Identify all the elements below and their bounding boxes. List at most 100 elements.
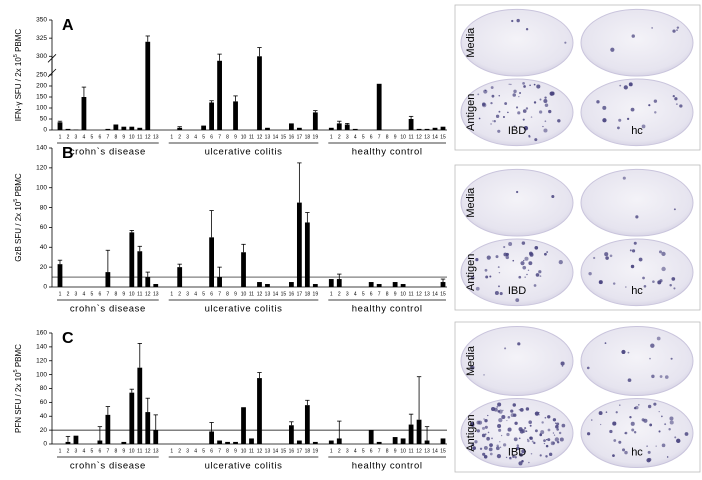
x-tick-label: 15 <box>440 448 446 454</box>
well-row-label: Antigen <box>465 254 477 291</box>
group-label: ulcerative colitis <box>205 304 283 315</box>
spot <box>539 454 542 457</box>
spot <box>544 120 547 123</box>
spot <box>477 93 480 96</box>
group-label: ulcerative colitis <box>205 461 283 472</box>
spot <box>505 252 509 257</box>
spot <box>544 252 547 256</box>
spot <box>483 455 488 459</box>
spot <box>516 18 520 23</box>
spot <box>491 94 495 98</box>
spot <box>515 190 519 194</box>
spot <box>534 138 538 142</box>
y-label-sup: 5 <box>13 199 19 202</box>
bar <box>432 127 438 130</box>
spot <box>486 255 491 260</box>
spot <box>612 454 615 458</box>
bar <box>233 101 238 130</box>
x-tick-label: 1 <box>59 134 62 140</box>
x-tick-label: 14 <box>432 134 438 140</box>
spot <box>605 411 608 413</box>
x-tick-label: 9 <box>234 134 237 140</box>
y-axis-label: GzB SFU / 2x 105 PBMC <box>13 173 23 262</box>
spot <box>476 420 481 425</box>
x-tick-label: 14 <box>432 291 438 297</box>
spot <box>557 119 561 123</box>
bar <box>137 127 143 130</box>
spot <box>505 456 508 459</box>
spot <box>630 107 635 112</box>
y-tick-label: 100 <box>36 371 47 378</box>
spot <box>487 431 490 434</box>
spot <box>630 264 635 269</box>
spot <box>472 432 475 435</box>
spot <box>514 421 518 425</box>
spot <box>489 443 493 447</box>
spot <box>498 428 502 432</box>
bar <box>233 441 238 444</box>
x-tick-label: 12 <box>257 134 263 140</box>
x-tick-label: 6 <box>370 134 373 140</box>
spot <box>525 430 528 432</box>
spot <box>524 256 529 261</box>
spot <box>531 440 534 443</box>
y-tick-label: 40 <box>40 244 48 251</box>
x-tick-label: 9 <box>394 134 397 140</box>
spot <box>619 84 622 87</box>
spot <box>654 111 657 114</box>
well <box>580 168 694 237</box>
spot <box>661 266 666 272</box>
bar <box>209 431 214 444</box>
spot <box>543 439 546 442</box>
spot <box>543 442 546 445</box>
spot <box>511 19 514 23</box>
spot <box>512 259 515 262</box>
spot <box>609 429 613 434</box>
spot <box>669 416 674 421</box>
bar <box>137 251 143 287</box>
spot <box>602 105 607 110</box>
spot <box>485 275 489 279</box>
x-tick-label: 2 <box>178 291 181 297</box>
spot <box>684 432 689 436</box>
x-tick-label: 8 <box>226 448 229 454</box>
spot <box>494 290 499 295</box>
bar <box>296 202 302 287</box>
x-tick-label: 4 <box>83 448 86 454</box>
x-tick-label: 14 <box>432 448 438 454</box>
y-tick-label: 0 <box>43 441 47 448</box>
x-tick-label: 1 <box>330 134 333 140</box>
spot <box>602 118 607 123</box>
x-tick-label: 1 <box>59 448 62 454</box>
spot <box>519 408 524 412</box>
x-tick-label: 17 <box>297 291 303 297</box>
group-label: healthy control <box>352 304 423 315</box>
spot <box>550 441 555 446</box>
x-tick-label: 15 <box>281 134 287 140</box>
spot <box>598 411 603 416</box>
x-tick-label: 1 <box>170 448 173 454</box>
spot <box>547 438 551 442</box>
spot <box>515 298 520 302</box>
spot <box>529 251 533 256</box>
x-tick-label: 6 <box>98 134 101 140</box>
spot <box>518 437 521 440</box>
spot <box>518 275 522 279</box>
bar <box>440 126 446 130</box>
x-tick-label: 15 <box>440 291 446 297</box>
y-tick-label: 60 <box>40 399 48 406</box>
spot <box>596 100 600 104</box>
bar <box>81 97 87 130</box>
x-tick-label: 6 <box>98 291 101 297</box>
y-tick-label: 80 <box>40 204 48 211</box>
x-tick-label: 6 <box>210 134 213 140</box>
y-tick-label: 150 <box>36 94 47 101</box>
spot <box>499 441 501 443</box>
well-row-label: Antigen <box>465 94 477 131</box>
x-tick-label: 6 <box>210 291 213 297</box>
bar <box>217 440 222 444</box>
x-tick-label: 9 <box>234 448 237 454</box>
x-tick-label: 18 <box>305 134 311 140</box>
y-tick-label: 20 <box>40 264 48 271</box>
spot <box>516 446 520 451</box>
